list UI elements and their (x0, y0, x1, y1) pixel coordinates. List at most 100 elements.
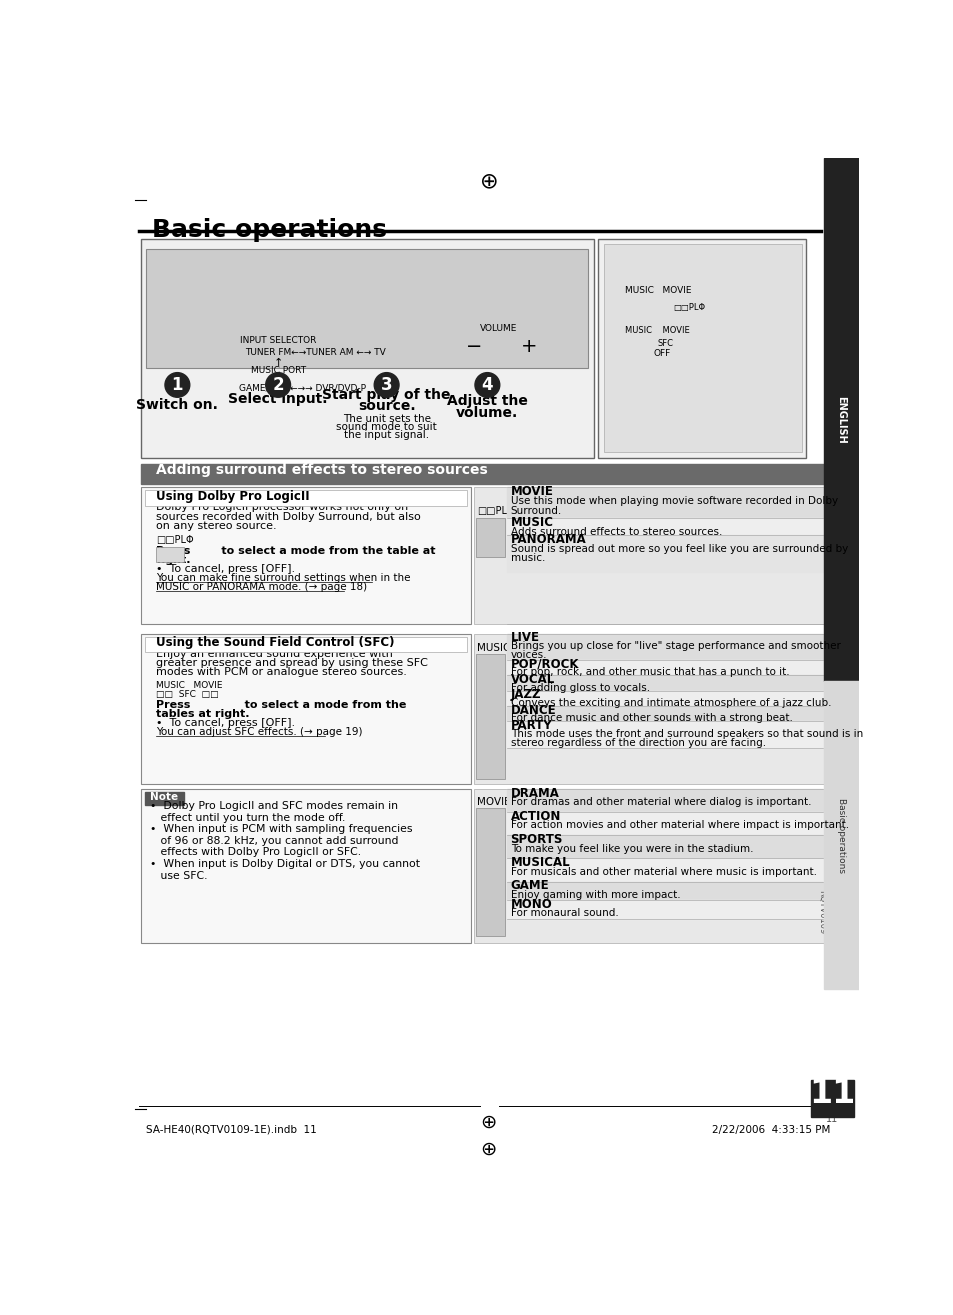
Text: □□PLΦ: □□PLΦ (476, 505, 515, 515)
Text: on any stereo source.: on any stereo source. (156, 521, 276, 531)
Text: JAZZ: JAZZ (510, 688, 540, 701)
Text: MUSIC    MOVIE: MUSIC MOVIE (625, 326, 690, 335)
Text: Select input.: Select input. (228, 392, 328, 405)
Text: sources recorded with Dolby Surround, but also: sources recorded with Dolby Surround, bu… (156, 512, 421, 522)
Text: The unit sets the: The unit sets the (342, 414, 430, 423)
Text: VOCAL: VOCAL (510, 673, 555, 686)
Text: MOVIE: MOVIE (510, 485, 553, 498)
Bar (506, 881, 822, 899)
Text: ACTION: ACTION (510, 810, 560, 823)
Text: 11: 11 (808, 1077, 855, 1110)
Text: Sound is spread out more so you feel like you are surrounded by: Sound is spread out more so you feel lik… (510, 544, 847, 554)
Text: DRAMA: DRAMA (510, 786, 558, 800)
Text: You can make fine surround settings when in the: You can make fine surround settings when… (156, 573, 411, 584)
Bar (506, 722, 822, 748)
Text: POP/ROCK: POP/ROCK (510, 658, 578, 671)
Text: •  To cancel, press [OFF].: • To cancel, press [OFF]. (156, 718, 295, 729)
Bar (506, 859, 822, 881)
Text: •  Dolby Pro LogicΙΙ and SFC modes remain in: • Dolby Pro LogicΙΙ and SFC modes remain… (150, 801, 397, 811)
Text: •  When input is Dolby Digital or DTS, you cannot: • When input is Dolby Digital or DTS, yo… (150, 859, 420, 869)
Bar (141, 238, 594, 458)
Bar (474, 789, 823, 943)
Text: •  To cancel, press [OFF].: • To cancel, press [OFF]. (156, 564, 295, 575)
Circle shape (475, 372, 499, 397)
Text: PARTY: PARTY (510, 719, 552, 732)
Text: ↑: ↑ (274, 359, 282, 368)
Bar (823, 158, 858, 681)
Bar (476, 655, 505, 780)
Text: MUSIC: MUSIC (476, 643, 510, 652)
Text: music.: music. (510, 554, 544, 563)
Bar (476, 809, 505, 936)
Text: DANCE: DANCE (510, 704, 556, 717)
Text: For dance music and other sounds with a strong beat.: For dance music and other sounds with a … (510, 714, 792, 723)
Text: ⊕: ⊕ (480, 1112, 497, 1132)
Text: Adding surround effects to stereo sources: Adding surround effects to stereo source… (156, 463, 488, 477)
Text: 2: 2 (272, 376, 284, 394)
Text: 3: 3 (380, 376, 392, 394)
Bar (145, 792, 183, 805)
Bar (474, 634, 823, 784)
Bar (604, 245, 801, 452)
Bar (598, 238, 805, 458)
Text: greater presence and spread by using these SFC: greater presence and spread by using the… (156, 658, 428, 668)
Text: For pop, rock, and other music that has a punch to it.: For pop, rock, and other music that has … (510, 667, 788, 677)
Bar (145, 490, 467, 506)
Bar (506, 660, 822, 675)
Text: −: − (465, 337, 481, 356)
Text: Adds surround effects to stereo sources.: Adds surround effects to stereo sources. (510, 527, 721, 537)
Text: Adjust the: Adjust the (446, 394, 527, 408)
Text: source.: source. (357, 398, 415, 413)
Text: MOVIE: MOVIE (476, 797, 511, 806)
Bar (506, 813, 822, 835)
Bar (506, 634, 822, 660)
Bar (506, 488, 822, 518)
Text: VOLUME: VOLUME (479, 323, 517, 333)
Text: SPORTS: SPORTS (510, 834, 562, 846)
Bar (506, 789, 822, 813)
Text: □□  SFC  □□: □□ SFC □□ (156, 690, 219, 698)
Bar (810, 1080, 853, 1118)
Text: use SFC.: use SFC. (150, 871, 208, 881)
Text: ENGLISH: ENGLISH (836, 396, 845, 443)
Text: the input signal.: the input signal. (344, 430, 429, 441)
Text: Press              to select a mode from the: Press to select a mode from the (156, 700, 406, 710)
Text: Note: Note (150, 792, 178, 802)
Text: You can adjust SFC effects. (→ page 19): You can adjust SFC effects. (→ page 19) (156, 727, 362, 738)
Text: For musicals and other material where music is important.: For musicals and other material where mu… (510, 867, 816, 877)
Bar (141, 634, 471, 784)
Bar (506, 835, 822, 859)
Text: Surround.: Surround. (510, 505, 561, 515)
Text: For dramas and other material where dialog is important.: For dramas and other material where dial… (510, 797, 810, 807)
Bar (141, 464, 823, 484)
Text: MUSIC   MOVIE: MUSIC MOVIE (156, 681, 223, 689)
Text: ⊕: ⊕ (479, 172, 497, 192)
Bar (506, 706, 822, 722)
Text: □□PLΦ: □□PLΦ (673, 304, 705, 312)
Text: Basic operations: Basic operations (836, 798, 845, 873)
Text: Basic operations: Basic operations (152, 218, 386, 242)
Text: To make you feel like you were in the stadium.: To make you feel like you were in the st… (510, 843, 752, 853)
Text: MUSIC or PANORAMA mode. (→ page 18): MUSIC or PANORAMA mode. (→ page 18) (156, 581, 367, 592)
Bar (474, 488, 823, 625)
Bar (506, 535, 822, 572)
Text: MUSICAL: MUSICAL (510, 856, 570, 869)
Text: voices.: voices. (510, 651, 547, 660)
Text: For monaural sound.: For monaural sound. (510, 909, 618, 918)
Text: TUNER FM←→TUNER AM ←→ TV: TUNER FM←→TUNER AM ←→ TV (245, 348, 386, 356)
Text: ⊕: ⊕ (480, 1140, 497, 1159)
Text: 11: 11 (825, 1114, 838, 1124)
Text: Brings you up close for "live" stage performance and smoother: Brings you up close for "live" stage per… (510, 640, 840, 651)
Text: For adding gloss to vocals.: For adding gloss to vocals. (510, 682, 649, 693)
Text: MONO: MONO (510, 898, 552, 911)
Text: Switch on.: Switch on. (136, 398, 218, 412)
Text: Using Dolby Pro LogicΙΙ: Using Dolby Pro LogicΙΙ (156, 490, 310, 504)
Text: volume.: volume. (456, 405, 518, 419)
Text: SA-HE40(RQTV0109-1E).indb  11: SA-HE40(RQTV0109-1E).indb 11 (146, 1124, 316, 1135)
Text: MUSIC PORT: MUSIC PORT (251, 366, 305, 375)
Text: LIVE: LIVE (510, 631, 539, 644)
Circle shape (165, 372, 190, 397)
Text: Enjoy an enhanced sound experience with: Enjoy an enhanced sound experience with (156, 648, 393, 659)
Text: stereo regardless of the direction you are facing.: stereo regardless of the direction you a… (510, 738, 765, 748)
Circle shape (374, 372, 398, 397)
